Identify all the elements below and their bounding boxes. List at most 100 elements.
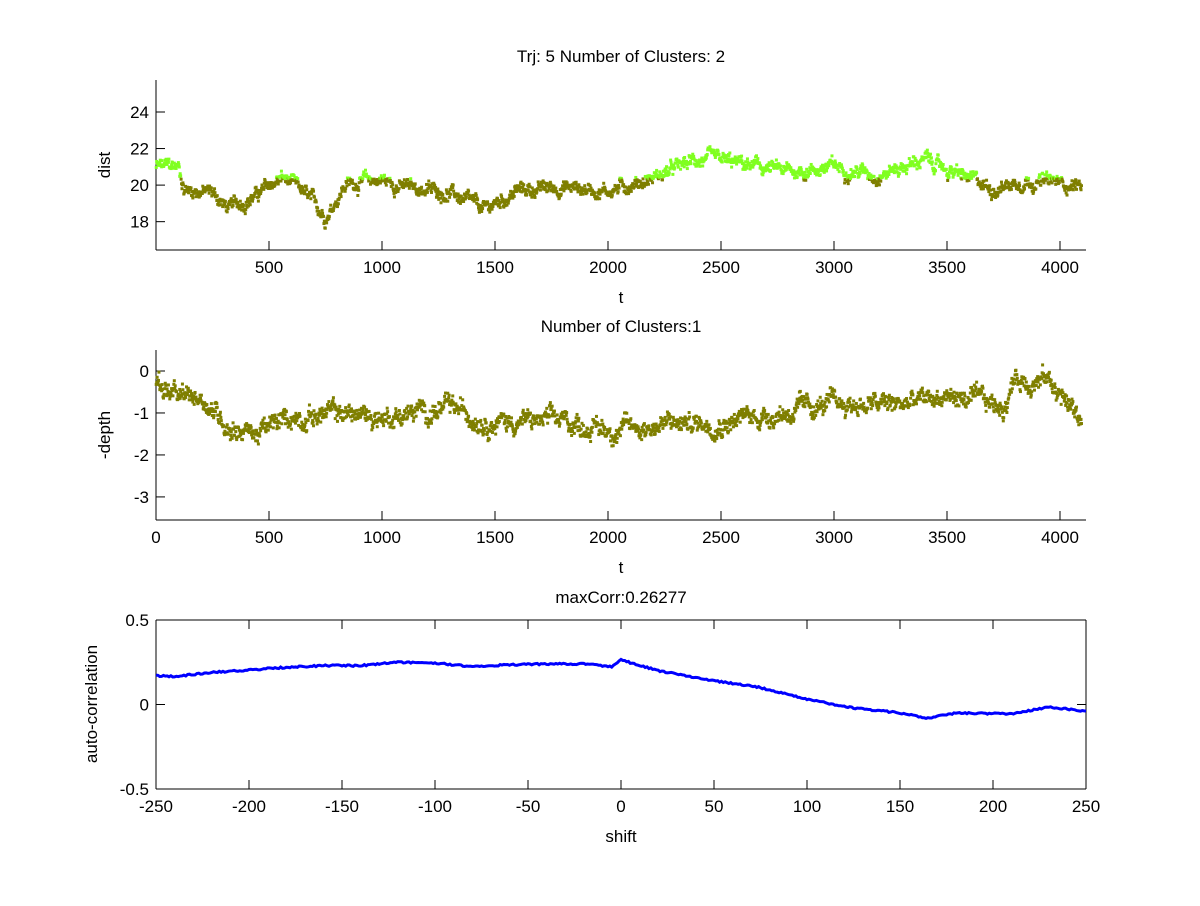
data-point	[467, 425, 471, 429]
data-point	[269, 181, 273, 185]
data-point	[945, 391, 949, 395]
data-point	[808, 402, 812, 406]
data-point	[1007, 184, 1011, 188]
data-point	[705, 419, 709, 423]
data-point	[168, 397, 172, 401]
data-point	[1031, 191, 1035, 195]
data-point	[587, 431, 591, 435]
data-point	[436, 415, 440, 419]
data-point	[963, 171, 967, 175]
data-point	[238, 199, 242, 203]
data-point	[660, 417, 664, 421]
data-point	[421, 410, 425, 414]
data-point	[439, 411, 443, 415]
data-point	[457, 412, 461, 416]
data-point	[194, 395, 198, 399]
data-point	[955, 391, 959, 395]
data-point	[351, 181, 355, 185]
data-point	[735, 424, 739, 428]
data-point	[367, 410, 371, 414]
data-point	[194, 195, 198, 199]
data-point	[798, 389, 802, 393]
data-point	[494, 201, 498, 205]
data-point	[213, 187, 217, 191]
data-point	[317, 413, 321, 417]
data-point	[585, 435, 589, 439]
data-point	[517, 184, 521, 188]
y-tick-label: 18	[130, 213, 149, 232]
data-point	[629, 417, 633, 421]
data-point	[254, 439, 258, 443]
data-point	[1012, 377, 1016, 381]
data-point	[615, 185, 619, 189]
data-point	[934, 162, 938, 166]
data-point	[530, 195, 534, 199]
data-point	[1077, 179, 1081, 183]
data-point	[886, 174, 890, 178]
data-point	[646, 180, 650, 184]
data-point	[534, 417, 538, 421]
data-point	[474, 192, 478, 196]
data-point	[1034, 380, 1038, 384]
data-point	[789, 166, 793, 170]
data-point	[385, 412, 389, 416]
data-point	[896, 397, 900, 401]
data-point	[900, 163, 904, 167]
data-point	[688, 155, 692, 159]
data-point	[899, 167, 903, 171]
data-point	[467, 414, 471, 418]
data-point	[486, 430, 490, 434]
data-point	[962, 391, 966, 395]
data-point	[763, 409, 767, 413]
data-point	[972, 383, 976, 387]
data-point	[822, 403, 826, 407]
data-point	[262, 187, 266, 191]
data-point	[857, 174, 861, 178]
data-point	[703, 425, 707, 429]
data-point	[849, 168, 853, 172]
data-point	[873, 391, 877, 395]
data-point	[497, 199, 501, 203]
data-point	[676, 163, 680, 167]
data-point	[429, 184, 433, 188]
data-point	[466, 418, 470, 422]
data-point	[958, 395, 962, 399]
data-point	[209, 402, 213, 406]
data-point	[855, 405, 859, 409]
data-point	[1071, 188, 1075, 192]
data-point	[1050, 181, 1054, 185]
data-point	[594, 414, 598, 418]
data-point	[274, 417, 278, 421]
data-point	[489, 429, 493, 433]
data-point	[1065, 394, 1069, 398]
data-point	[325, 221, 329, 225]
data-point	[872, 174, 876, 178]
data-point	[567, 426, 571, 430]
data-point	[510, 424, 514, 428]
data-point	[1045, 174, 1049, 178]
data-point	[941, 164, 945, 168]
data-point	[775, 166, 779, 170]
data-point	[280, 413, 284, 417]
data-point	[222, 424, 226, 428]
data-point	[502, 412, 506, 416]
data-point	[456, 192, 460, 196]
data-point	[235, 205, 239, 209]
data-point	[230, 436, 234, 440]
data-point	[451, 400, 455, 404]
data-point	[981, 386, 985, 390]
data-point	[793, 172, 797, 176]
data-point	[1037, 180, 1041, 184]
data-point	[901, 407, 905, 411]
data-point	[561, 187, 565, 191]
data-point	[374, 180, 378, 184]
data-point	[780, 418, 784, 422]
data-point	[332, 405, 336, 409]
data-point	[1055, 174, 1059, 178]
data-point	[797, 399, 801, 403]
data-point	[433, 411, 437, 415]
data-point	[855, 167, 859, 171]
data-point	[800, 394, 804, 398]
data-point	[823, 168, 827, 172]
data-point	[448, 410, 452, 414]
